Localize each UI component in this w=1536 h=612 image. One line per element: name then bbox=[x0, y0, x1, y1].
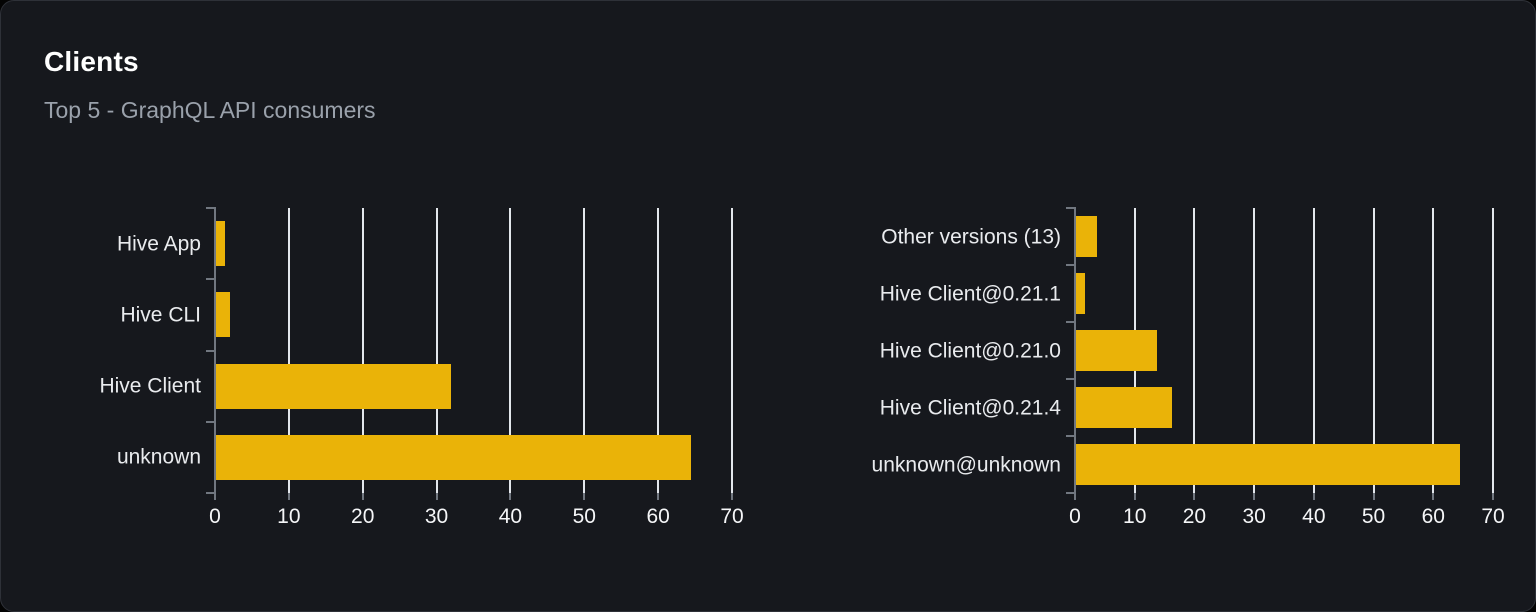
x-tick-label: 30 bbox=[1242, 505, 1266, 528]
y-axis-line bbox=[1074, 207, 1076, 494]
bar-hive-client-0-21-0[interactable] bbox=[1075, 330, 1157, 371]
category-label: Hive Client bbox=[99, 374, 201, 398]
x-axis-tick bbox=[1492, 493, 1494, 500]
clients-by-version-chart: Other versions (13) Hive Client@0.21.1 Hiv… bbox=[872, 207, 1505, 527]
x-tick-label: 50 bbox=[1361, 505, 1386, 528]
x-axis-tick bbox=[1432, 493, 1435, 500]
category-axis-tick bbox=[1066, 264, 1074, 266]
bar-hive-client-0-21-1[interactable] bbox=[1075, 273, 1086, 314]
card-title: Clients bbox=[44, 46, 139, 77]
gridline bbox=[509, 208, 512, 493]
x-axis-tick bbox=[731, 493, 733, 500]
x-tick-label: 10 bbox=[1123, 505, 1147, 528]
x-axis-tick bbox=[214, 493, 216, 500]
x-tick-label: 60 bbox=[1421, 505, 1445, 528]
bar-other-versions-13-[interactable] bbox=[1075, 216, 1098, 257]
x-axis-tick bbox=[1133, 493, 1136, 500]
gridline bbox=[1253, 208, 1256, 493]
x-tick-label: 70 bbox=[1481, 505, 1505, 528]
bar-hive-client[interactable] bbox=[215, 363, 452, 409]
category-label: unknown bbox=[116, 445, 201, 469]
category-label: Hive Client@0.21.1 bbox=[879, 282, 1061, 305]
x-tick-label: 0 bbox=[209, 505, 221, 528]
gridline bbox=[583, 208, 586, 493]
clients-by-name-chart: Hive App Hive CLI Hive Client unknown 0 10 20 3… bbox=[99, 207, 744, 527]
x-axis-tick bbox=[1074, 493, 1076, 500]
category-label: Other versions (13) bbox=[881, 225, 1061, 248]
x-tick-label: 0 bbox=[1069, 505, 1081, 528]
x-axis-tick bbox=[509, 493, 512, 500]
x-axis-tick bbox=[1193, 493, 1196, 500]
x-tick-label: 40 bbox=[498, 505, 523, 528]
category-axis-tick bbox=[1066, 492, 1074, 494]
gridline bbox=[1312, 208, 1315, 493]
x-axis-tick bbox=[1372, 493, 1375, 500]
gridline bbox=[731, 208, 733, 493]
category-label: Hive CLI bbox=[120, 303, 201, 327]
x-tick-label: 30 bbox=[424, 505, 449, 528]
bar-hive-client-0-21-4[interactable] bbox=[1075, 387, 1173, 428]
bar-hive-cli[interactable] bbox=[215, 292, 230, 338]
card-subtitle: Top 5 - GraphQL API consumers bbox=[44, 97, 376, 123]
category-axis-tick bbox=[206, 349, 214, 352]
category-axis-tick bbox=[1066, 321, 1074, 323]
x-tick-label: 40 bbox=[1302, 505, 1326, 528]
x-axis-tick bbox=[583, 493, 586, 500]
gridline bbox=[1193, 208, 1196, 493]
category-label: unknown@unknown bbox=[871, 453, 1061, 476]
category-axis-tick bbox=[1066, 378, 1074, 380]
category-axis-tick bbox=[1066, 435, 1074, 437]
gridline bbox=[287, 208, 290, 493]
category-axis-tick bbox=[206, 207, 214, 209]
gridline bbox=[1492, 208, 1494, 493]
gridline bbox=[1372, 208, 1375, 493]
category-axis-tick bbox=[206, 278, 214, 281]
gridline bbox=[361, 208, 364, 493]
x-tick-label: 20 bbox=[1182, 505, 1207, 528]
x-tick-label: 60 bbox=[646, 505, 670, 528]
gridline bbox=[1432, 208, 1435, 493]
category-label: Hive Client@0.21.0 bbox=[879, 339, 1061, 362]
x-axis-tick bbox=[1253, 493, 1256, 500]
x-tick-label: 50 bbox=[572, 505, 596, 528]
bar-hive-app[interactable] bbox=[215, 221, 226, 267]
x-axis-tick bbox=[657, 493, 660, 500]
bar-unknown-unknown[interactable] bbox=[1075, 444, 1461, 485]
bar-unknown[interactable] bbox=[215, 434, 692, 480]
x-axis-tick bbox=[361, 493, 364, 500]
category-axis-tick bbox=[1066, 207, 1074, 209]
x-tick-label: 20 bbox=[351, 505, 375, 528]
gridline bbox=[657, 208, 660, 493]
category-axis-tick bbox=[206, 420, 214, 423]
category-axis-tick bbox=[206, 492, 214, 494]
x-axis-tick bbox=[435, 493, 438, 500]
x-tick-label: 70 bbox=[720, 505, 744, 528]
y-axis-line bbox=[214, 207, 216, 494]
gridline bbox=[435, 208, 438, 493]
x-axis-tick bbox=[287, 493, 290, 500]
x-tick-label: 10 bbox=[277, 505, 301, 528]
category-label: Hive Client@0.21.4 bbox=[879, 396, 1061, 419]
category-label: Hive App bbox=[116, 232, 201, 256]
x-axis-tick bbox=[1312, 493, 1315, 500]
